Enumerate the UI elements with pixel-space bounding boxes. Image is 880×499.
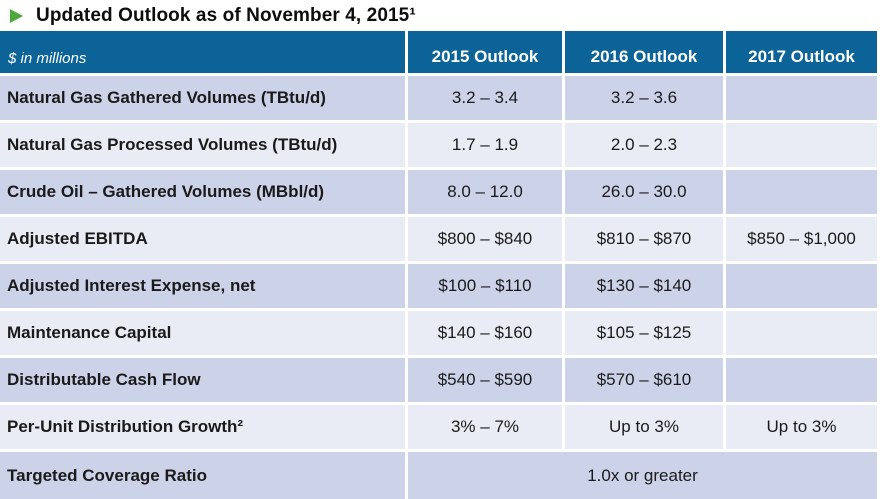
row-label: Maintenance Capital — [0, 311, 405, 355]
cell-value: $100 – $110 — [408, 264, 562, 308]
row-label: Natural Gas Processed Volumes (TBtu/d) — [0, 123, 405, 167]
cell-value: Up to 3% — [565, 405, 723, 449]
bullet-triangle-icon — [10, 8, 23, 23]
row-label: Crude Oil – Gathered Volumes (MBbl/d) — [0, 170, 405, 214]
row-label: Targeted Coverage Ratio — [0, 452, 405, 499]
cell-value: Up to 3% — [726, 405, 877, 449]
cell-value: $810 – $870 — [565, 217, 723, 261]
cell-value: $570 – $610 — [565, 358, 723, 402]
cell-value: $850 – $1,000 — [726, 217, 877, 261]
cell-value: $105 – $125 — [565, 311, 723, 355]
cell-value: $800 – $840 — [408, 217, 562, 261]
cell-value: 2.0 – 2.3 — [565, 123, 723, 167]
row-label: Distributable Cash Flow — [0, 358, 405, 402]
cell-value — [726, 170, 877, 214]
column-header-2017-outlook: 2017 Outlook — [726, 31, 877, 73]
cell-value: 3.2 – 3.6 — [565, 76, 723, 120]
cell-value: 3.2 – 3.4 — [408, 76, 562, 120]
cell-value: $130 – $140 — [565, 264, 723, 308]
cell-value — [726, 311, 877, 355]
cell-value: 8.0 – 12.0 — [408, 170, 562, 214]
cell-value: 3% – 7% — [408, 405, 562, 449]
outlook-table: $ in millions 2015 Outlook 2016 Outlook … — [0, 31, 877, 499]
row-label: Adjusted Interest Expense, net — [0, 264, 405, 308]
cell-value — [726, 76, 877, 120]
row-label: Per-Unit Distribution Growth² — [0, 405, 405, 449]
cell-value: 26.0 – 30.0 — [565, 170, 723, 214]
column-header-2016-outlook: 2016 Outlook — [565, 31, 723, 73]
cell-value: $140 – $160 — [408, 311, 562, 355]
slide-title-row: Updated Outlook as of November 4, 2015¹ — [0, 0, 880, 27]
page-title: Updated Outlook as of November 4, 2015¹ — [36, 4, 416, 26]
cell-value — [726, 264, 877, 308]
cell-value: $540 – $590 — [408, 358, 562, 402]
cell-value — [726, 123, 877, 167]
row-label: Natural Gas Gathered Volumes (TBtu/d) — [0, 76, 405, 120]
cell-value: 1.7 – 1.9 — [408, 123, 562, 167]
table-header-units: $ in millions — [0, 31, 405, 73]
cell-value — [726, 358, 877, 402]
column-header-2015-outlook: 2015 Outlook — [408, 31, 562, 73]
row-label: Adjusted EBITDA — [0, 217, 405, 261]
merged-cell-value: 1.0x or greater — [408, 452, 877, 499]
